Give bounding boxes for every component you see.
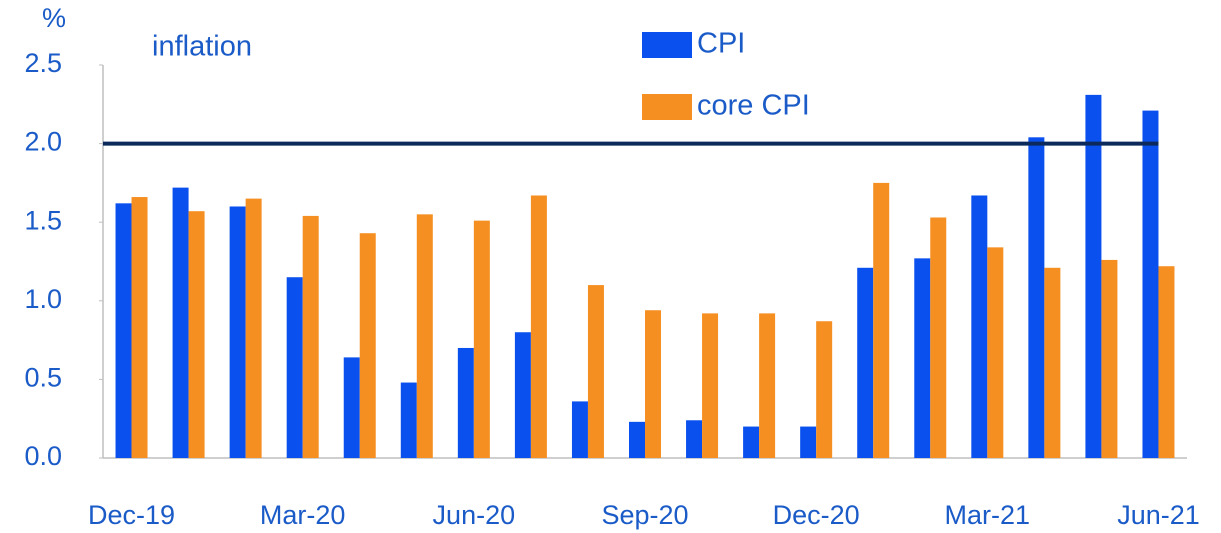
bar xyxy=(457,347,474,458)
bar xyxy=(172,187,189,458)
bar xyxy=(245,198,262,458)
bar xyxy=(229,206,246,458)
bar xyxy=(702,313,719,458)
x-tick-label: Sep-20 xyxy=(601,500,688,530)
y-tick-label: 1.0 xyxy=(24,284,62,314)
bar xyxy=(115,203,132,458)
legend-swatch xyxy=(642,32,692,58)
bar xyxy=(873,182,890,458)
bar xyxy=(1028,137,1045,458)
bar xyxy=(571,401,588,458)
x-tick-label: Mar-21 xyxy=(945,500,1031,530)
y-axis-label: % xyxy=(42,3,66,33)
bar xyxy=(629,421,645,458)
bar xyxy=(686,420,703,458)
bar xyxy=(530,195,547,458)
x-tick-label: Jun-20 xyxy=(433,500,516,530)
y-tick-label: 0.0 xyxy=(24,441,62,471)
bar xyxy=(286,277,303,458)
y-tick-label: 2.5 xyxy=(24,48,62,78)
bar xyxy=(188,211,205,458)
bar xyxy=(343,357,360,458)
bar xyxy=(514,332,531,458)
bar xyxy=(800,426,817,458)
bar xyxy=(400,382,417,458)
legend-swatch xyxy=(642,94,692,120)
bar xyxy=(743,426,760,458)
bar xyxy=(131,197,148,458)
bar xyxy=(416,214,433,458)
x-tick-label: Mar-20 xyxy=(260,500,346,530)
bar xyxy=(1085,94,1102,459)
bar xyxy=(302,215,319,458)
bar xyxy=(587,285,604,458)
x-tick-label: Jun-21 xyxy=(1117,500,1200,530)
bar xyxy=(1044,267,1061,458)
y-tick-label: 0.5 xyxy=(24,363,62,393)
y-tick-label: 2.0 xyxy=(24,127,62,157)
bar xyxy=(759,313,776,458)
bar xyxy=(914,258,931,458)
bar xyxy=(816,321,833,458)
annotation: inflation xyxy=(152,31,252,63)
bar xyxy=(987,247,1004,458)
bar xyxy=(645,310,661,458)
y-tick-label: 1.5 xyxy=(24,205,62,235)
bar xyxy=(971,195,988,458)
bar xyxy=(857,267,874,458)
legend-label: core CPI xyxy=(697,90,810,122)
bar xyxy=(1101,259,1118,458)
bar xyxy=(930,217,947,458)
x-tick-label: Dec-20 xyxy=(773,500,860,530)
bar xyxy=(359,233,376,458)
bar xyxy=(1158,266,1175,458)
bar xyxy=(473,220,490,458)
legend-label: CPI xyxy=(697,28,745,60)
bar xyxy=(1142,110,1159,458)
x-tick-label: Dec-19 xyxy=(88,500,175,530)
